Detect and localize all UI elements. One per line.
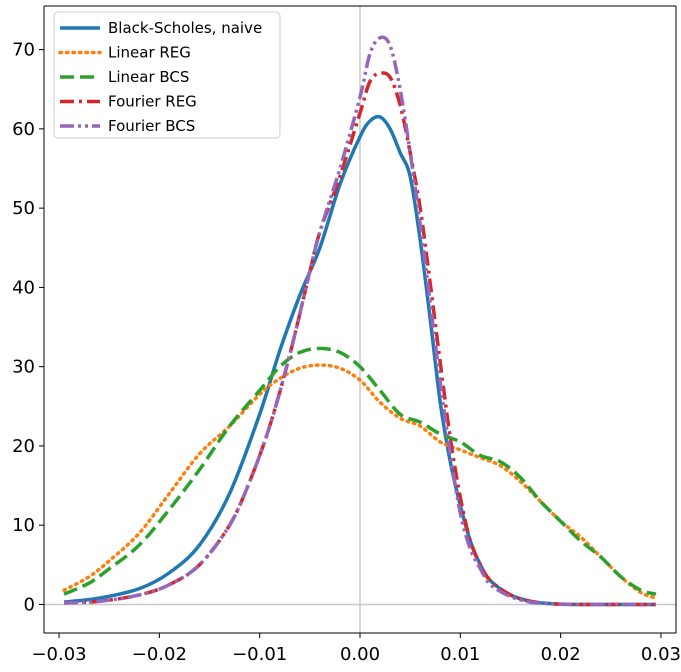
x-tick-label: −0.01 xyxy=(232,644,287,665)
y-tick-label: 10 xyxy=(12,515,35,536)
series-line-linear-bcs xyxy=(63,346,657,596)
series-line-fourier-bcs xyxy=(63,35,656,607)
legend-box xyxy=(53,11,281,139)
series-line-fourier-reg xyxy=(63,71,656,607)
legend-label-black-scholes-naive: Black-Scholes, naive xyxy=(108,19,262,37)
series-layer xyxy=(62,35,658,607)
x-tick-label: 0.01 xyxy=(440,644,480,665)
legend: Black-Scholes, naive Linear REG Linear BCS… xyxy=(53,11,281,139)
x-tick-label: 0.02 xyxy=(541,644,581,665)
y-tick-label: 0 xyxy=(24,594,35,615)
series-line-linear-reg xyxy=(62,363,658,600)
y-tick-label: 20 xyxy=(12,436,35,457)
x-tick-label: −0.03 xyxy=(31,644,86,665)
x-tick-label: 0.03 xyxy=(641,644,681,665)
x-tick-label: 0.00 xyxy=(340,644,380,665)
x-tick-label: −0.02 xyxy=(132,644,187,665)
y-tick-label: 60 xyxy=(12,119,35,140)
x-axis: −0.03 −0.02 −0.01 0.00 0.01 0.02 0.03 xyxy=(31,633,681,665)
y-axis: 0 10 20 30 40 50 60 70 xyxy=(12,40,44,615)
y-tick-label: 30 xyxy=(12,357,35,378)
legend-label-linear-bcs: Linear BCS xyxy=(108,68,189,86)
legend-label-fourier-reg: Fourier REG xyxy=(108,93,197,111)
y-tick-label: 50 xyxy=(12,198,35,219)
y-tick-label: 40 xyxy=(12,277,35,298)
legend-label-linear-reg: Linear REG xyxy=(108,44,191,62)
legend-label-fourier-bcs: Fourier BCS xyxy=(108,117,195,135)
y-tick-label: 70 xyxy=(12,40,35,61)
